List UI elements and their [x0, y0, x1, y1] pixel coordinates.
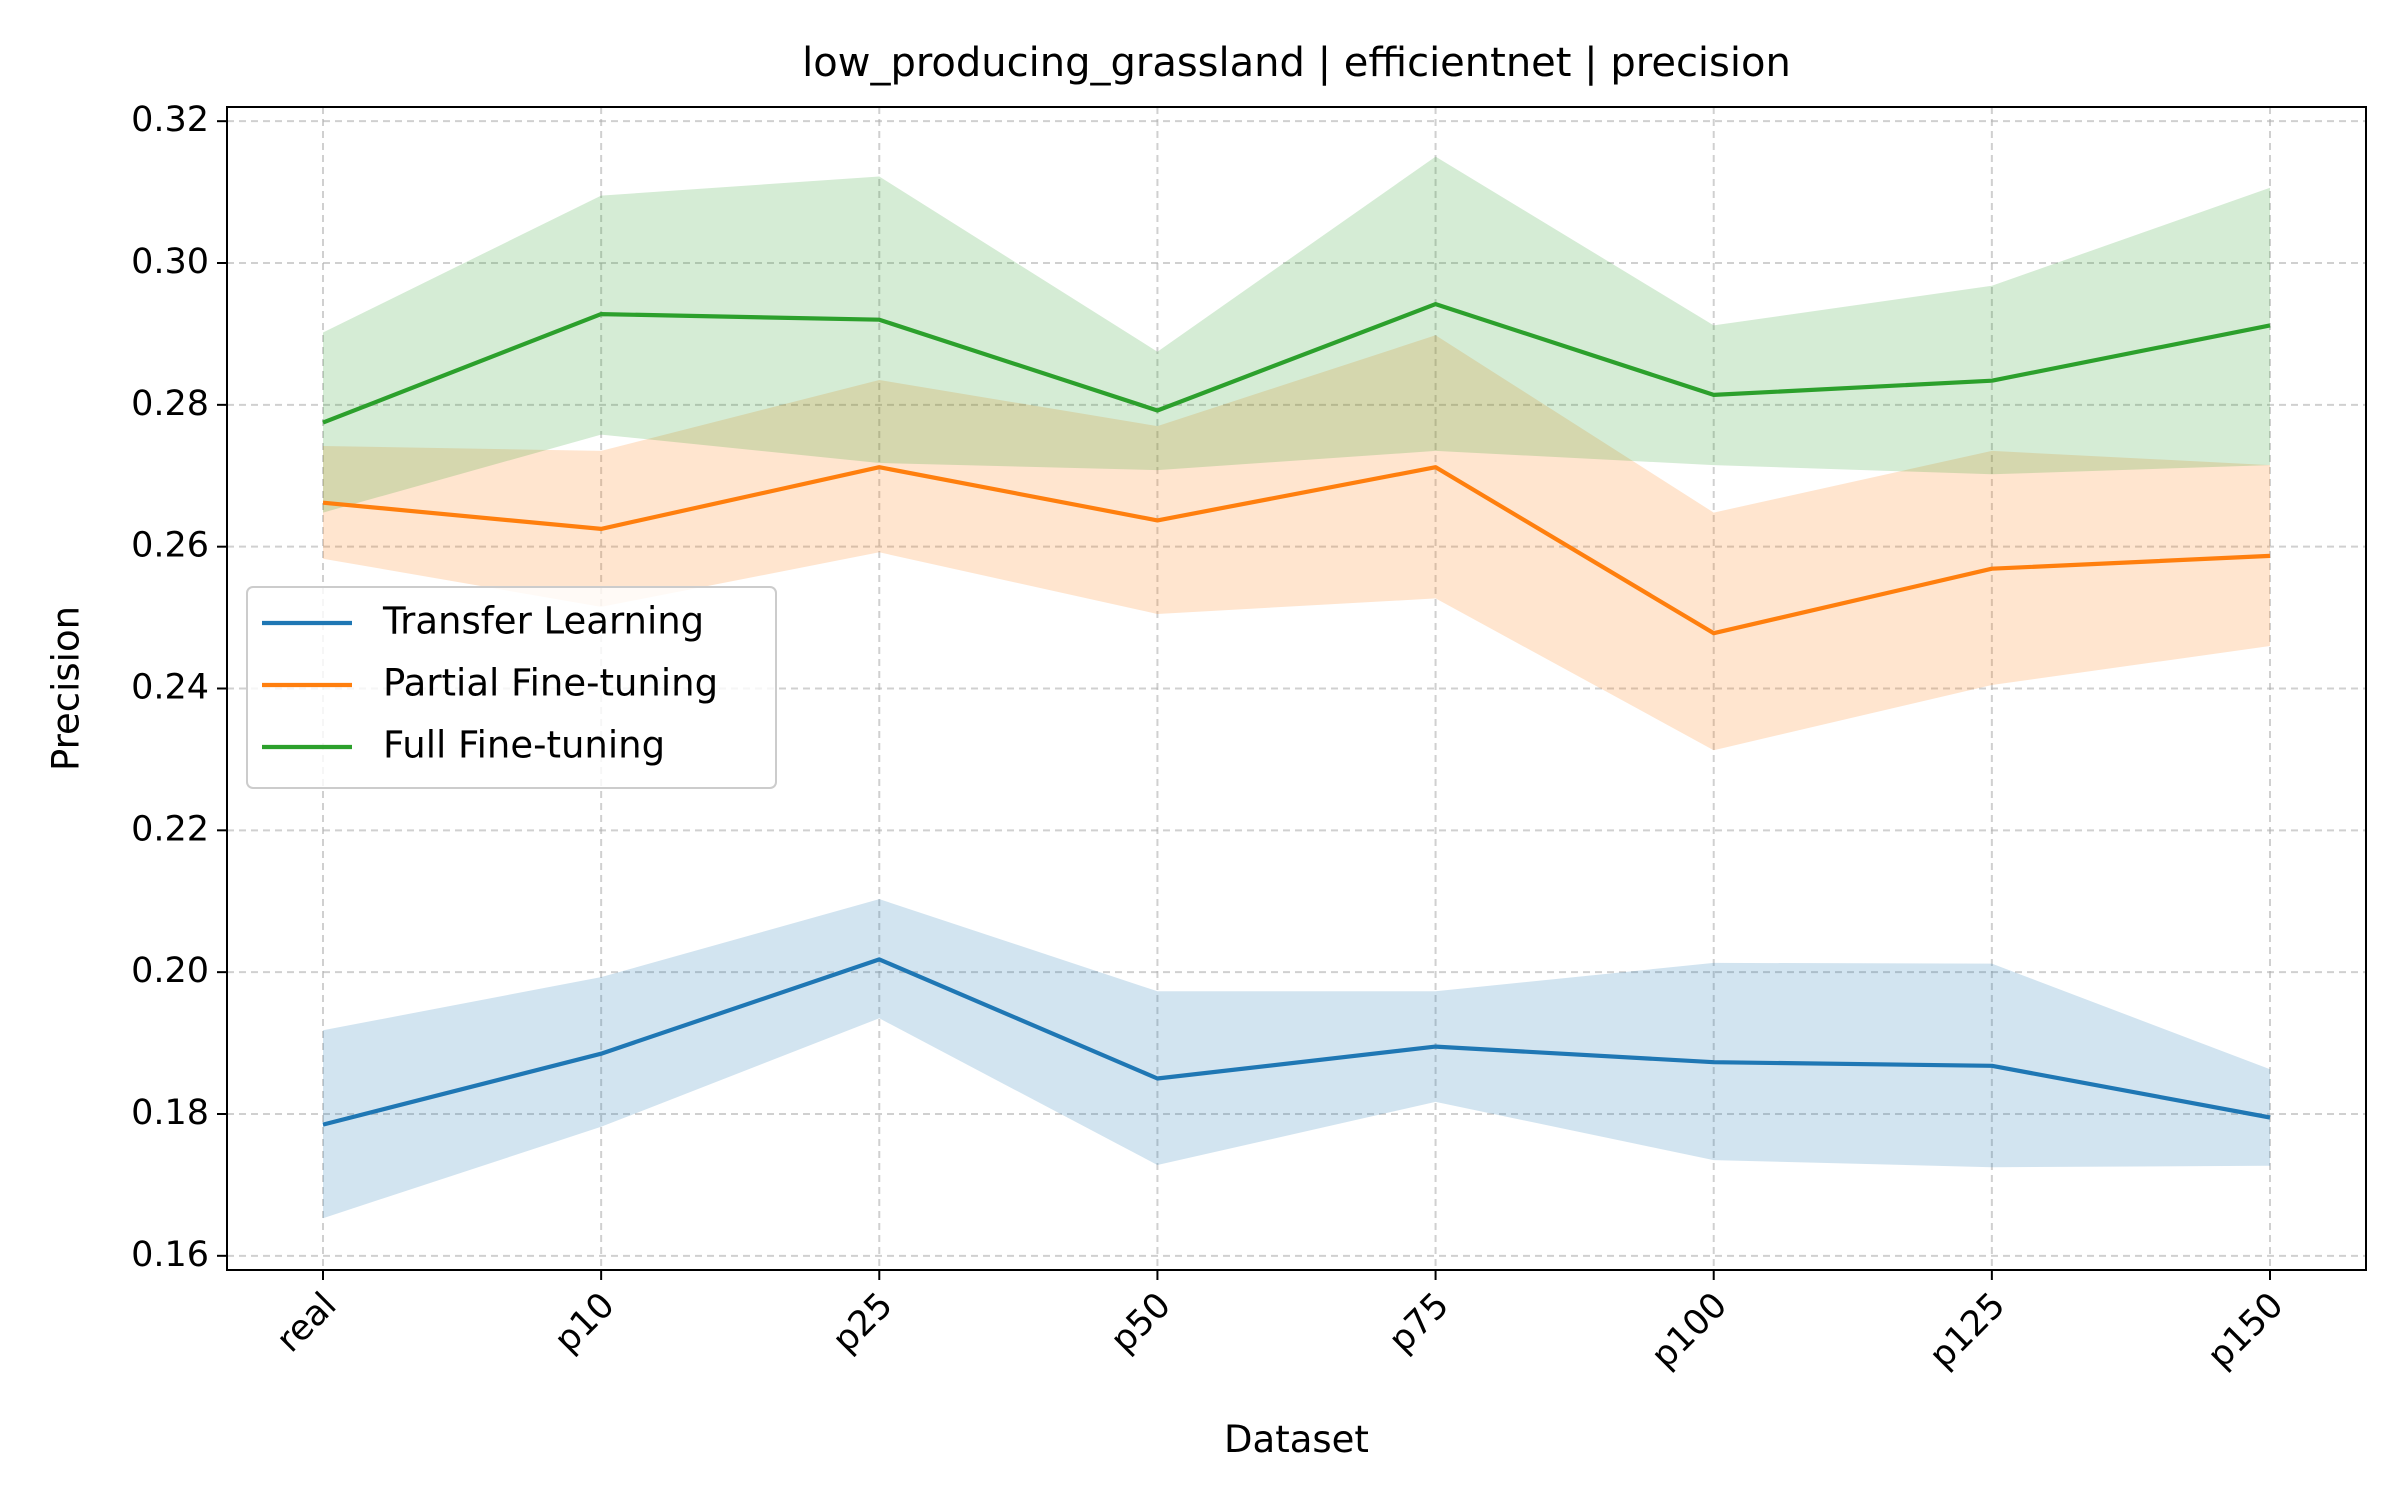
y-tick-label: 0.32 — [131, 100, 209, 140]
y-tick-label: 0.22 — [131, 809, 209, 849]
y-tick-label: 0.30 — [131, 242, 209, 282]
y-tick-label: 0.18 — [131, 1093, 209, 1133]
legend-label-1: Partial Fine-tuning — [383, 662, 718, 705]
series-line-1 — [322, 465, 2271, 636]
x-axis-label: Dataset — [1224, 1418, 1369, 1461]
y-axis-ticks: 0.16 0.18 0.20 0.22 0.24 0.26 0.28 0.30 0.32 — [131, 100, 227, 1275]
y-tick-label: 0.28 — [131, 384, 209, 424]
y-axis-label: Precision — [45, 606, 88, 771]
confidence-band-2 — [323, 156, 2270, 513]
y-tick-label: 0.16 — [131, 1235, 209, 1275]
legend-label-0: Transfer Learning — [382, 600, 704, 643]
confidence-band-1 — [323, 335, 2270, 751]
series-lines — [322, 302, 2271, 1127]
series-line-0 — [322, 957, 2271, 1127]
y-tick-label: 0.24 — [131, 668, 209, 708]
legend: Transfer Learning Partial Fine-tuning Full… — [246, 586, 777, 789]
y-tick-label: 0.20 — [131, 951, 209, 991]
confidence-band-0 — [323, 899, 2270, 1219]
legend-box — [246, 586, 777, 789]
grid — [227, 107, 2366, 1270]
confidence-bands — [323, 156, 2270, 1219]
y-tick-label: 0.26 — [131, 526, 209, 566]
series-line-2 — [322, 302, 2271, 425]
chart-title: low_producing_grassland | efficientnet |… — [802, 40, 1791, 86]
legend-label-2: Full Fine-tuning — [383, 724, 665, 767]
